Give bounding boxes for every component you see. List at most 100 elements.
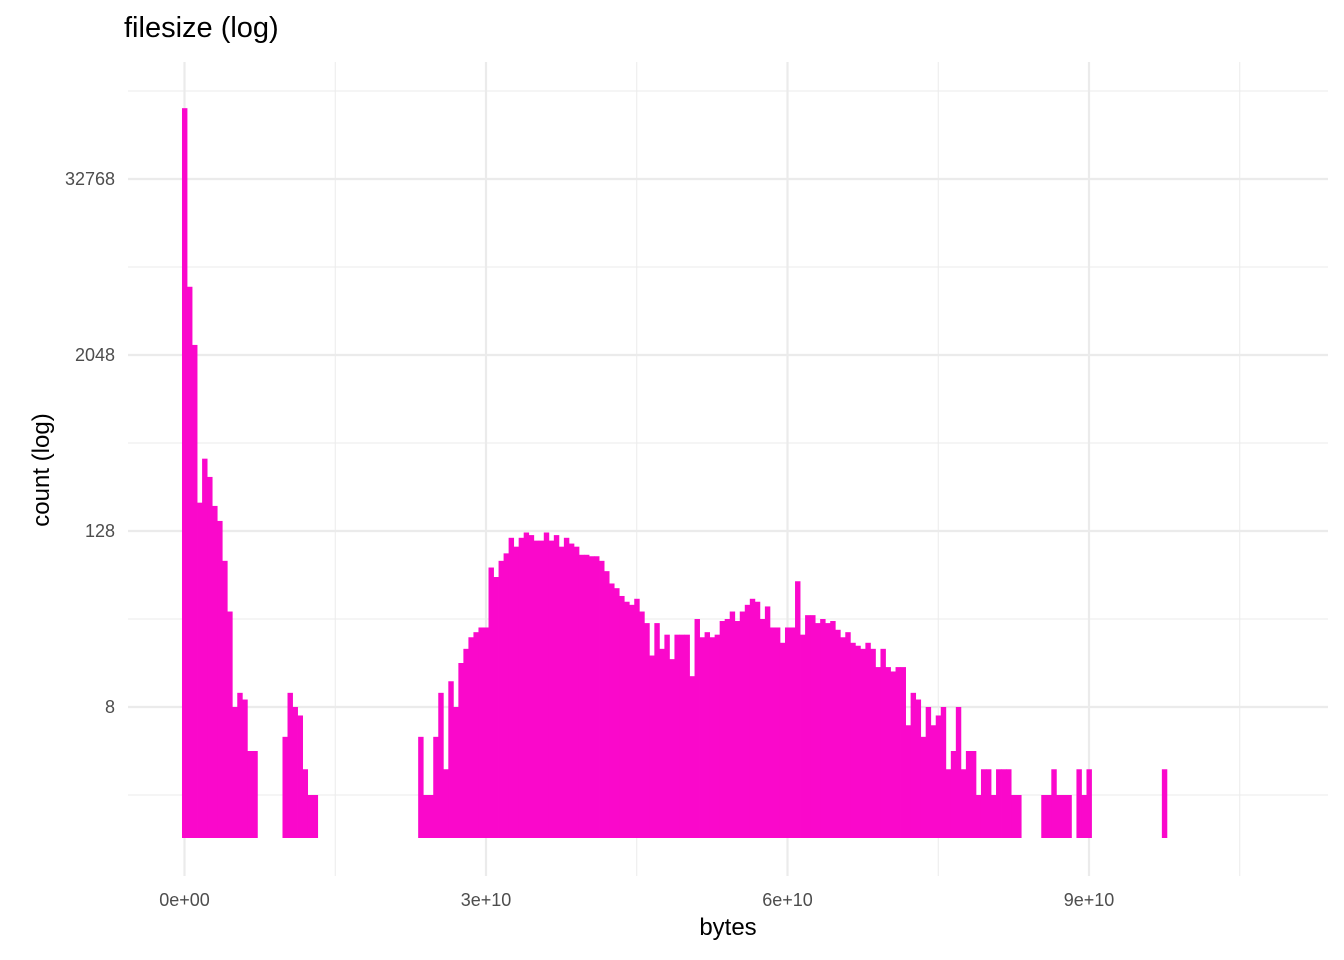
histogram-bar (473, 632, 479, 838)
histogram-bar (784, 627, 791, 838)
histogram-bar (960, 769, 967, 838)
y-tick-label: 32768 (65, 169, 115, 189)
x-tick-label: 9e+10 (1064, 890, 1115, 910)
histogram-bar (443, 769, 449, 838)
histogram-bar (810, 615, 816, 838)
histogram-bar (578, 554, 585, 838)
histogram-bar (1046, 795, 1052, 838)
histogram-bar (714, 634, 721, 838)
histogram-bar (202, 458, 208, 838)
histogram-bar (428, 795, 434, 838)
histogram-bar (312, 795, 319, 838)
histogram-bar (493, 577, 499, 838)
histogram-bar (840, 637, 846, 838)
histogram-bar (835, 629, 841, 838)
histogram-bar (855, 645, 861, 838)
histogram-bar (192, 344, 198, 838)
histogram-bar (940, 707, 947, 838)
histogram-bar (1076, 769, 1082, 838)
histogram-bar (664, 634, 670, 838)
y-tick-label: 2048 (75, 345, 115, 365)
histogram-bar (488, 567, 494, 838)
histogram-bar (669, 659, 675, 838)
histogram-bar (573, 546, 580, 838)
histogram-bar (910, 692, 917, 838)
histogram-bar (624, 601, 630, 838)
histogram-bar (222, 560, 228, 838)
histogram-bar (498, 560, 504, 838)
histogram-bar (679, 634, 685, 838)
histogram-bar (212, 505, 218, 838)
histogram-bar (759, 619, 766, 838)
histogram-bar (805, 615, 811, 838)
histogram-bar (589, 556, 595, 838)
y-axis-ticks: 8 128 2048 32768 (65, 169, 115, 717)
histogram-bar (463, 648, 469, 838)
histogram-bar (950, 751, 957, 838)
histogram-bar (217, 520, 223, 838)
histogram-bar (543, 532, 550, 838)
histogram-bar (639, 611, 645, 838)
histogram-bar (890, 671, 896, 838)
histogram-bar (523, 532, 530, 838)
histogram-bar (423, 795, 429, 838)
histogram-bar (604, 571, 610, 838)
histogram-bars (181, 108, 1168, 838)
histogram-bar (719, 621, 726, 838)
histogram-bar (242, 699, 248, 838)
histogram-bar (1011, 795, 1017, 838)
histogram-bar (975, 795, 982, 838)
histogram-bar (769, 627, 776, 838)
histogram-bar (583, 554, 590, 838)
histogram-bar (478, 627, 484, 838)
histogram-bar (945, 769, 952, 838)
histogram-bar (790, 627, 796, 838)
histogram-bar (418, 736, 424, 838)
histogram-bar (779, 642, 786, 838)
x-axis-ticks: 0e+00 3e+10 6e+10 9e+10 (159, 890, 1114, 910)
histogram-bar (458, 663, 464, 838)
histogram-bar (599, 560, 605, 838)
histogram-bar (508, 537, 515, 838)
histogram-bar (704, 632, 711, 838)
histogram-bar (563, 537, 570, 838)
histogram-bar (302, 769, 309, 838)
histogram-bar (634, 598, 640, 838)
histogram-bar (694, 619, 700, 838)
histogram-bar (609, 583, 615, 838)
histogram-bar (935, 715, 942, 838)
histogram-bar (528, 535, 535, 838)
x-tick-label: 6e+10 (762, 890, 813, 910)
histogram-bar (689, 676, 695, 838)
histogram-bar (734, 621, 741, 838)
histogram-bar (1051, 769, 1057, 838)
histogram-bar (739, 611, 746, 838)
histogram-bar (292, 707, 298, 838)
histogram-bar (207, 476, 213, 838)
histogram-bar (197, 502, 203, 838)
histogram-bar (297, 715, 303, 838)
histogram-bar (795, 581, 801, 838)
histogram-bar (774, 627, 781, 838)
histogram-bar (533, 540, 540, 838)
histogram-bar (965, 751, 972, 838)
histogram-bar (553, 535, 560, 838)
histogram-bar (232, 707, 238, 838)
histogram-bar (247, 751, 253, 838)
histogram-bar (237, 692, 243, 838)
histogram-bar (1061, 795, 1067, 838)
histogram-bar (438, 692, 444, 838)
histogram-bar (433, 736, 439, 838)
histogram-bar (252, 751, 258, 838)
histogram-bar (558, 546, 565, 838)
histogram-bar (724, 619, 731, 838)
histogram-bar (709, 637, 716, 838)
histogram-bar (970, 751, 977, 838)
histogram-bar (181, 108, 188, 838)
histogram-bar (825, 623, 831, 838)
histogram-bar (448, 681, 454, 838)
histogram-bar (468, 637, 474, 838)
histogram-bar (1041, 795, 1047, 838)
histogram-bar (865, 642, 871, 838)
